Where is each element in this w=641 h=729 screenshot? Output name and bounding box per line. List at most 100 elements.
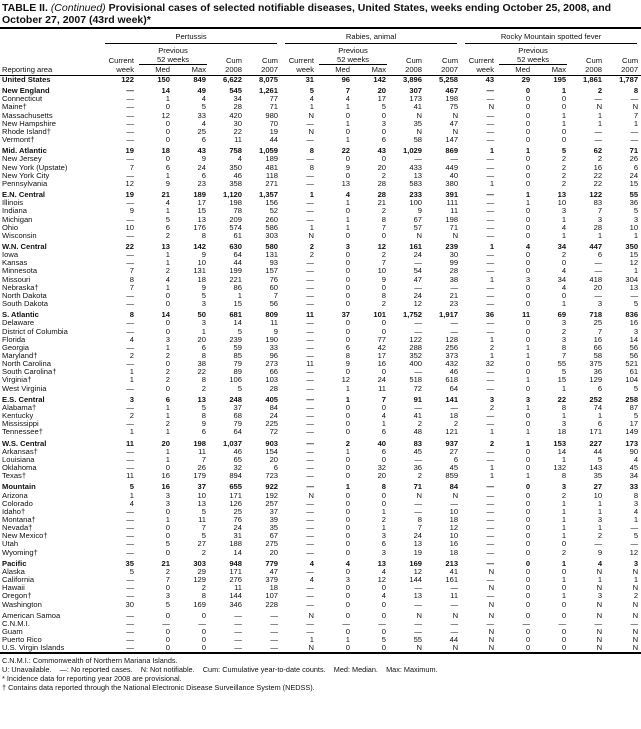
header-2007: 2007 xyxy=(425,65,462,76)
rmsf-max-cell: 0 xyxy=(561,94,567,104)
rmsf-current-week-cell: — xyxy=(486,162,495,172)
rmsf-max-cell: 0 xyxy=(561,635,567,645)
rabies-cum-2008-cell: — xyxy=(414,367,423,377)
rabies-cum-2007-cell: 6 xyxy=(453,454,459,464)
rmsf-med-cell: 0 xyxy=(525,490,531,500)
rmsf-med-cell: 0 xyxy=(525,214,531,224)
rabies-med-cell: 0 xyxy=(345,514,351,524)
rabies-med-cell: 0 xyxy=(345,498,351,508)
rabies-cum-2007-cell: N xyxy=(452,126,459,136)
rmsf-cum-2007-cell: 836 xyxy=(625,310,639,320)
pertussis-max-cell: 8 xyxy=(201,375,206,385)
region-row: United States 122 150 849 6,622 8,075 31 96 142 3… xyxy=(0,76,641,85)
reporting-area-cell: Tennessee† xyxy=(2,427,43,437)
rmsf-med-cell: 1 xyxy=(525,198,531,208)
rmsf-max-cell: 2 xyxy=(561,170,567,180)
reporting-area-cell: Puerto Rico xyxy=(2,635,42,645)
rabies-max-cell: 4 xyxy=(381,411,387,421)
pertussis-current-week-cell: — xyxy=(126,618,134,628)
pertussis-max-cell: 2 xyxy=(201,383,206,393)
rabies-current-week-cell: N xyxy=(308,490,315,500)
rmsf-max-cell: 1 xyxy=(561,531,567,541)
rabies-cum-2008-cell: 7 xyxy=(417,523,423,533)
pertussis-current-week-cell: 30 xyxy=(125,599,134,609)
pertussis-max-cell: 0 xyxy=(201,627,206,636)
rabies-cum-2008-cell: — xyxy=(414,454,423,464)
rabies-current-week-cell: — xyxy=(306,383,315,393)
rabies-med-cell: 0 xyxy=(345,258,351,268)
table-row: California — 7 129 276 379 4 3 12 144 161 — 0 1 1 1 xyxy=(0,575,641,585)
rabies-max-cell: 43 xyxy=(377,146,387,156)
reporting-area-cell: C.N.M.I. xyxy=(2,618,30,628)
rmsf-cum-2008-cell: 375 xyxy=(589,359,603,369)
rmsf-current-week-cell: — xyxy=(486,290,495,300)
rabies-med-cell: 0 xyxy=(345,419,351,429)
pertussis-max-cell: 169 xyxy=(193,599,206,609)
pertussis-current-week-cell: 8 xyxy=(129,274,134,284)
rmsf-med-cell: 0 xyxy=(525,290,531,300)
table-row: Georgia — 1 6 59 33 — 6 42 288 256 2 1 8 66 56 xyxy=(0,342,641,352)
rmsf-max-cell: 2 xyxy=(561,162,567,172)
rabies-cum-2007-cell: — xyxy=(450,618,459,628)
rabies-current-week-cell: — xyxy=(306,206,315,216)
pertussis-cum-2008-cell: 64 xyxy=(233,250,242,260)
pertussis-max-cell: 0 xyxy=(201,635,206,645)
rmsf-med-cell: 0 xyxy=(525,178,531,188)
rmsf-cum-2008-cell: 1,861 xyxy=(583,75,603,84)
pertussis-med-cell: 0 xyxy=(165,463,170,473)
reporting-area-cell: United States xyxy=(2,75,51,84)
pertussis-med-cell: 1 xyxy=(165,454,170,464)
table-row: Utah — 5 27 188 275 — 0 6 13 16 — 0 0 — — xyxy=(0,540,641,548)
pertussis-cum-2007-cell: 96 xyxy=(269,351,279,360)
rabies-cum-2008-cell: 288 xyxy=(409,342,423,352)
rabies-current-week-cell: — xyxy=(306,539,315,549)
rabies-med-cell: 0 xyxy=(345,334,351,344)
header-52-weeks-label: 52 weeks xyxy=(319,55,388,65)
rabies-cum-2007-cell: 161 xyxy=(445,575,459,585)
reporting-area-cell: North Dakota xyxy=(2,290,47,300)
rabies-current-week-cell: — xyxy=(306,367,315,377)
rmsf-cum-2008-cell: 3 xyxy=(597,514,603,524)
rmsf-cum-2007-cell: 71 xyxy=(629,146,639,156)
rabies-current-week-cell: — xyxy=(306,531,315,541)
rabies-current-week-cell: 2 xyxy=(309,241,315,251)
pertussis-med-cell: 0 xyxy=(165,635,170,645)
rmsf-current-week-cell: — xyxy=(486,419,495,429)
header-cum: Cum xyxy=(586,56,603,65)
rmsf-max-cell: 0 xyxy=(561,627,567,636)
header-52-weeks-label: 52 weeks xyxy=(499,55,568,65)
rabies-med-cell: 4 xyxy=(345,190,351,200)
pertussis-max-cell: 33 xyxy=(197,110,206,120)
rmsf-max-cell: 2 xyxy=(561,154,567,164)
rabies-cum-2008-cell: N xyxy=(389,644,426,655)
header-max: Max xyxy=(173,65,209,76)
rabies-current-week-cell: N xyxy=(308,110,315,120)
rabies-cum-2007-cell: 1,917 xyxy=(439,310,459,320)
rmsf-max-cell: 3 xyxy=(561,318,567,328)
region-row: W.S. Central 11 20 198 1,037 903 — 2 40 83 937 2 1 15… xyxy=(0,437,641,448)
pertussis-cum-2008-cell: 681 xyxy=(229,310,242,320)
rabies-current-week-cell: — xyxy=(306,523,315,533)
rabies-med-cell: 0 xyxy=(345,326,351,336)
rmsf-med-cell: 0 xyxy=(525,463,531,473)
rabies-current-week-cell: — xyxy=(306,583,315,593)
rabies-cum-2007-cell: N xyxy=(452,110,459,120)
rmsf-max-cell: 1 xyxy=(561,118,567,128)
pertussis-max-cell: 179 xyxy=(193,471,206,481)
rabies-cum-2007-cell: 141 xyxy=(445,394,459,404)
rmsf-current-week-cell: 1 xyxy=(489,351,495,360)
disease-table: Pertussis Rabies, animal Rocky Mountain … xyxy=(0,27,641,655)
rabies-cum-2008-cell: 13 xyxy=(413,591,423,601)
rmsf-max-cell: 4 xyxy=(561,282,567,292)
pertussis-cum-2007-cell: 9 xyxy=(273,326,279,336)
group-header-rabies: Rabies, animal xyxy=(281,28,461,46)
rmsf-cum-2008-cell: 1 xyxy=(597,498,603,508)
rabies-cum-2008-cell: — xyxy=(414,506,423,516)
pertussis-med-cell: 7 xyxy=(165,575,170,585)
table-row: Alabama† — 1 5 37 84 — 0 0 — — 2 1 8 74 87 xyxy=(0,403,641,412)
rmsf-max-cell: 18 xyxy=(557,427,567,437)
pertussis-max-cell: 26 xyxy=(197,463,206,473)
rabies-current-week-cell: 4 xyxy=(309,575,315,585)
rmsf-max-cell: 4 xyxy=(561,222,567,232)
rabies-current-week-cell: — xyxy=(306,394,315,404)
